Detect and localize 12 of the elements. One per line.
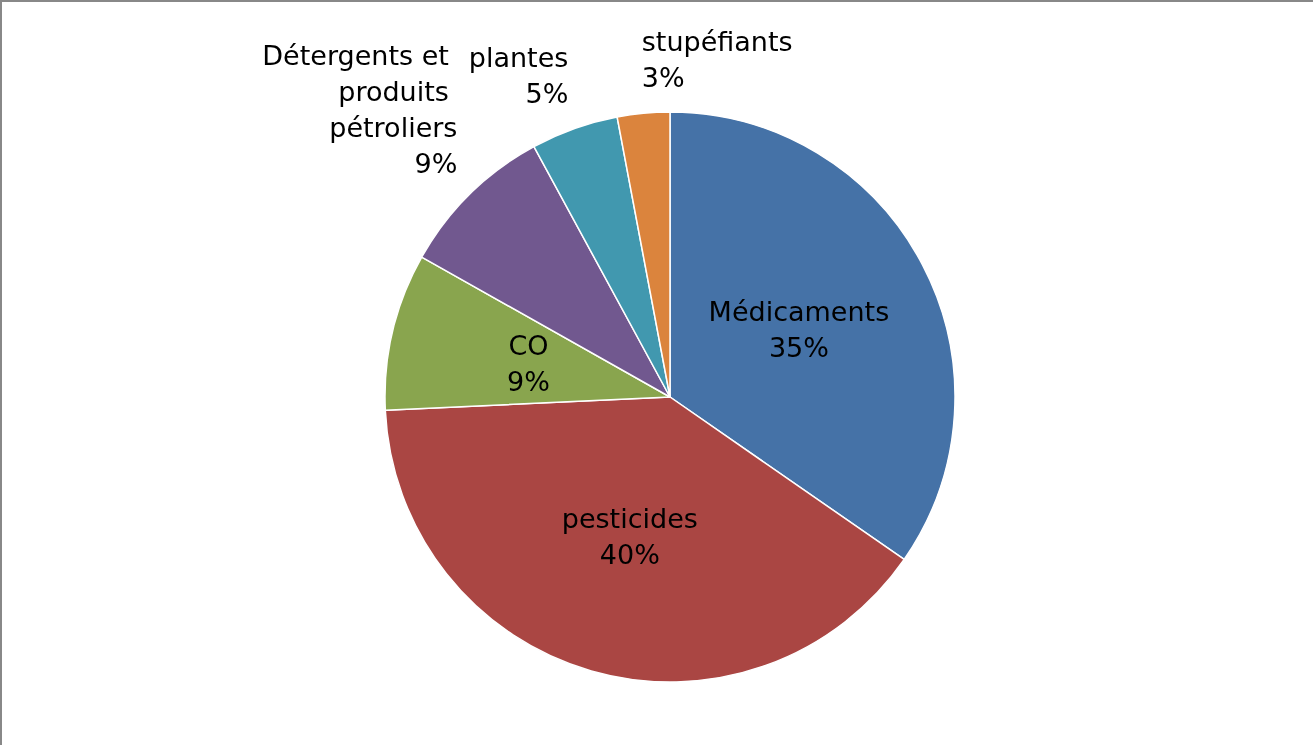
slice-label: Détergents et produits pétroliers	[262, 39, 458, 143]
slice-label: CO	[508, 329, 549, 361]
data-label: 5%	[525, 78, 569, 110]
data-label: 35%	[768, 332, 829, 364]
slice-label: plantes	[468, 42, 569, 74]
slice-label: Médicaments	[708, 296, 890, 328]
data-label: 9%	[507, 365, 550, 397]
data-label: 40%	[599, 539, 660, 571]
data-label: 3%	[641, 61, 685, 93]
slice-label: stupéfiants	[641, 25, 793, 57]
slice-label: pesticides	[561, 503, 698, 535]
data-label: 9%	[414, 147, 458, 179]
